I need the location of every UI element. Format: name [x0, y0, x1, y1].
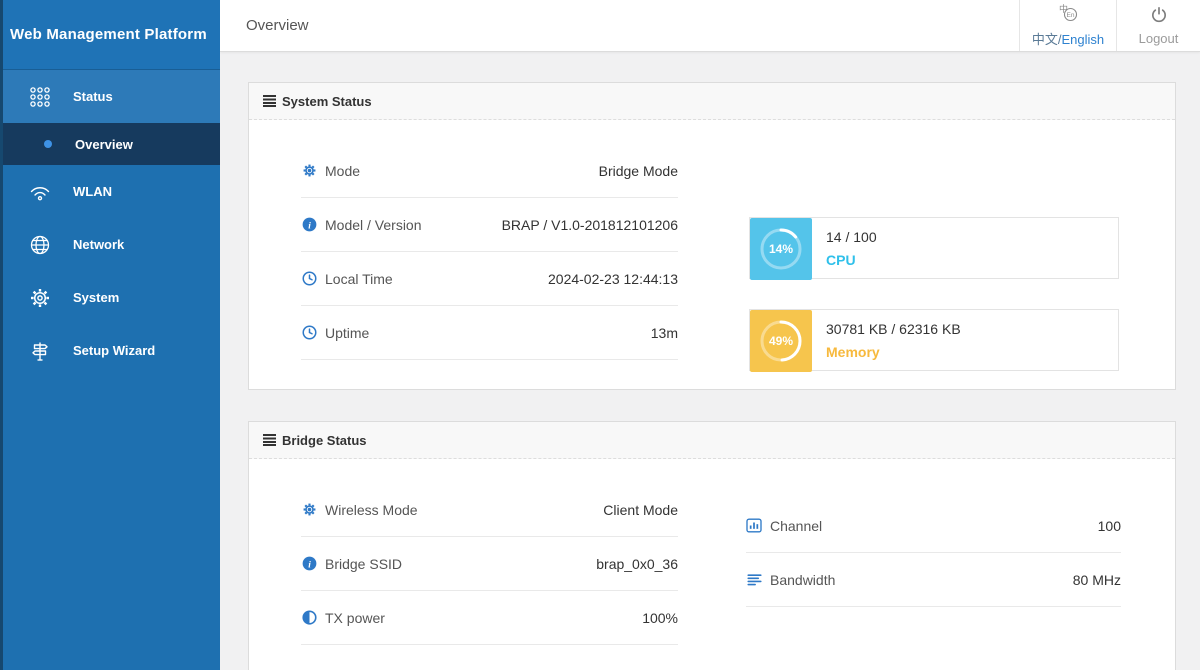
sidebar-item-label: Setup Wizard — [73, 343, 155, 358]
sidebar-item-network[interactable]: Network — [0, 218, 220, 271]
memory-ring-icon: 49% — [750, 310, 812, 372]
panel-title: Bridge Status — [282, 433, 367, 448]
row-label: Bridge SSID — [325, 556, 402, 572]
svg-text:i: i — [308, 560, 311, 570]
row-label: Mode — [325, 163, 360, 179]
sidebar-item-overview[interactable]: Overview — [0, 123, 220, 165]
svg-text:i: i — [308, 221, 311, 231]
cpu-gauge: 14% 14 / 100 CPU — [749, 217, 1119, 279]
svg-text:En: En — [1067, 12, 1075, 19]
window-edge — [0, 0, 3, 670]
status-row-local-time: Local Time 2024-02-23 12:44:13 — [301, 252, 678, 306]
topbar: Overview 中 En 中文/English Logout — [220, 0, 1200, 52]
row-value: 100 — [1098, 518, 1121, 534]
gear-icon — [301, 163, 317, 179]
panel-title: System Status — [282, 94, 372, 109]
row-label: Wireless Mode — [325, 502, 418, 518]
system-status-header: System Status — [249, 83, 1175, 120]
sidebar-item-label: System — [73, 290, 119, 305]
grid-icon — [28, 85, 52, 109]
memory-label: Memory — [826, 344, 961, 360]
power-icon — [1149, 5, 1169, 30]
signpost-icon — [28, 339, 52, 363]
row-value: Bridge Mode — [599, 163, 678, 179]
row-value: 13m — [651, 325, 678, 341]
cpu-detail: 14 / 100 — [826, 229, 877, 245]
sidebar-header: Web Management Platform — [0, 0, 220, 70]
row-value: BRAP / V1.0-201812101206 — [502, 217, 678, 233]
page-title: Overview — [220, 17, 1019, 34]
row-label: Model / Version — [325, 217, 422, 233]
language-label: 中文/English — [1032, 29, 1104, 48]
status-row-uptime: Uptime 13m — [301, 306, 678, 360]
status-row-mode: Mode Bridge Mode — [301, 144, 678, 198]
row-value: Client Mode — [603, 502, 678, 518]
list-icon — [263, 95, 276, 107]
row-label: Local Time — [325, 271, 393, 287]
language-en: English — [1062, 32, 1105, 47]
sidebar-item-status[interactable]: Status — [0, 70, 220, 123]
gauges: 14% 14 / 100 CPU 49% — [749, 217, 1119, 371]
bar-chart-icon — [746, 518, 762, 534]
sidebar-item-system[interactable]: System — [0, 271, 220, 324]
sidebar-subitem-label: Overview — [75, 137, 133, 152]
bridge-status-panel: Bridge Status — [248, 421, 1176, 670]
bridge-status-header: Bridge Status — [249, 422, 1175, 459]
logout-label: Logout — [1139, 31, 1179, 46]
list-icon — [263, 434, 276, 446]
half-circle-icon — [301, 610, 317, 626]
sidebar-item-setup-wizard[interactable]: Setup Wizard — [0, 324, 220, 377]
system-status-rows: Mode Bridge Mode i Model / Version BRAP … — [301, 144, 678, 360]
row-value: 100% — [642, 610, 678, 626]
sidebar-item-label: WLAN — [73, 184, 112, 199]
bridge-status-right-rows: Channel 100 Bandwidth 80 MHz — [746, 499, 1121, 607]
bridge-row-bandwidth: Bandwidth 80 MHz — [746, 553, 1121, 607]
gear-icon — [301, 502, 317, 518]
language-zh: 中文 — [1032, 32, 1058, 47]
cpu-label: CPU — [826, 252, 877, 268]
info-icon: i — [301, 217, 317, 233]
sidebar-item-label: Network — [73, 237, 124, 252]
bridge-status-rows: Wireless Mode Client Mode i Bridge SSID … — [301, 483, 678, 645]
language-switcher[interactable]: 中 En 中文/English — [1019, 0, 1116, 51]
sidebar-item-wlan[interactable]: WLAN — [0, 165, 220, 218]
clock-icon — [301, 325, 317, 341]
clock-icon — [301, 271, 317, 287]
globe-icon — [28, 233, 52, 257]
info-icon: i — [301, 556, 317, 572]
row-label: Bandwidth — [770, 572, 835, 588]
memory-info: 30781 KB / 62316 KB Memory — [812, 310, 961, 370]
row-value: 2024-02-23 12:44:13 — [548, 271, 678, 287]
bridge-row-wireless-mode: Wireless Mode Client Mode — [301, 483, 678, 537]
gear-icon — [28, 286, 52, 310]
translate-icon: 中 En — [1057, 3, 1079, 28]
row-label: Channel — [770, 518, 822, 534]
cpu-ring-icon: 14% — [750, 218, 812, 280]
wifi-icon — [28, 180, 52, 204]
system-status-panel: System Status — [248, 82, 1176, 390]
app-title: Web Management Platform — [10, 26, 207, 43]
cpu-info: 14 / 100 CPU — [812, 218, 877, 278]
main-content: System Status — [220, 52, 1200, 670]
memory-detail: 30781 KB / 62316 KB — [826, 321, 961, 337]
memory-percent: 49% — [750, 310, 812, 372]
row-label: Uptime — [325, 325, 369, 341]
status-row-model-version: i Model / Version BRAP / V1.0-2018121012… — [301, 198, 678, 252]
row-value: brap_0x0_36 — [596, 556, 678, 572]
row-value: 80 MHz — [1073, 572, 1121, 588]
bands-icon — [746, 572, 762, 588]
row-label: TX power — [325, 610, 385, 626]
memory-gauge: 49% 30781 KB / 62316 KB Memory — [749, 309, 1119, 371]
sidebar: Web Management Platform Status Overview … — [0, 0, 220, 670]
dot-bullet — [44, 140, 52, 148]
bridge-row-tx-power: TX power 100% — [301, 591, 678, 645]
sidebar-item-label: Status — [73, 89, 113, 104]
cpu-percent: 14% — [750, 218, 812, 280]
bridge-row-channel: Channel 100 — [746, 499, 1121, 553]
bridge-row-ssid: i Bridge SSID brap_0x0_36 — [301, 537, 678, 591]
logout-button[interactable]: Logout — [1116, 0, 1200, 51]
